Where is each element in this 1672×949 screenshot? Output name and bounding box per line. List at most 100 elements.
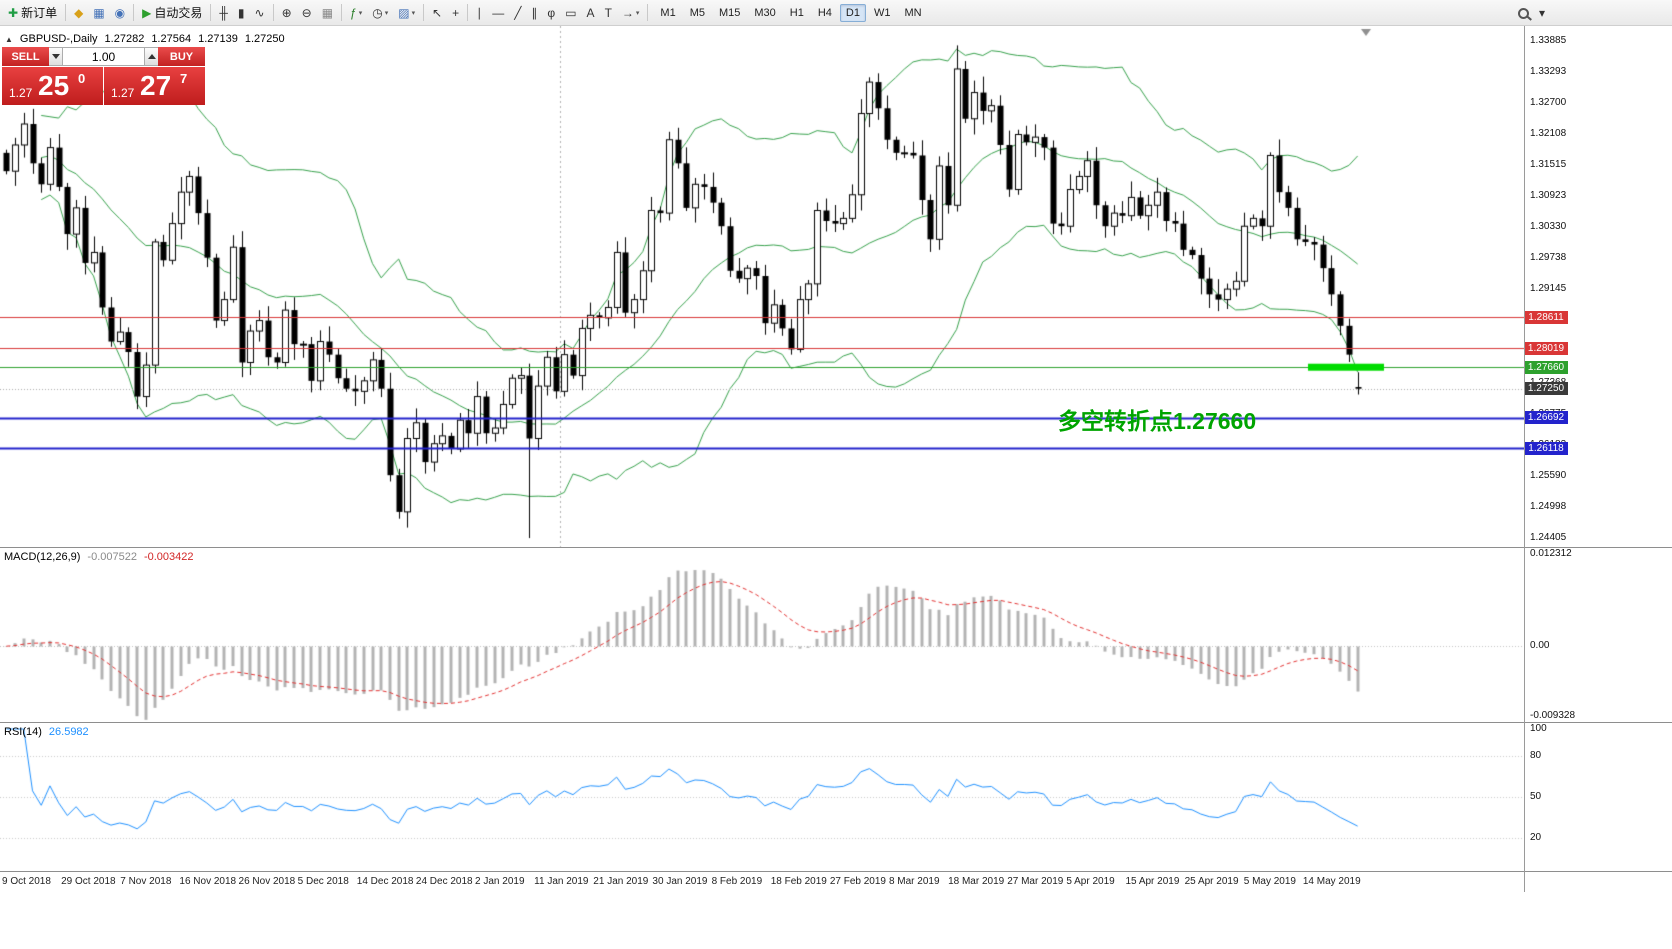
toolbar-timeframes: M1 M5 M15 M30 H1 H4 D1 W1 MN [653,3,928,22]
price-level-tag: 1.28611 [1524,310,1568,324]
price-axis-label: 1.33293 [1530,65,1567,77]
price-level-tag: 1.26118 [1524,441,1568,455]
chart-annotation[interactable]: 多空转折点1.27660 [1058,408,1257,434]
navigator-icon: ◉ [114,5,126,20]
toolbar-separator [341,4,343,21]
rsi-canvas[interactable] [0,723,1524,871]
macd-main-value: -0.007522 [87,551,137,563]
timeframe-mn[interactable]: MN [904,6,922,19]
trendline-button[interactable]: ╱ [509,1,526,25]
text-label-icon: T [604,5,612,20]
crosshair-button[interactable]: + [447,1,464,25]
price-axis-label: 1.25590 [1530,469,1567,481]
sell-button[interactable]: SELL [2,47,49,66]
timeframe-d1[interactable]: D1 [839,3,866,22]
zoom-in-button[interactable]: ⊕ [277,1,297,25]
price-chart-canvas[interactable] [0,26,1524,547]
buy-price-pips: 27 [140,70,172,101]
sell-price-button[interactable]: 1.27 25 0 [2,67,103,105]
toolbar-separator [272,4,274,21]
volume-down-button[interactable] [49,47,62,66]
templates-button[interactable]: ▨ ▾ [393,1,420,25]
timeframe-w1[interactable]: W1 [873,6,891,19]
symbol-search-button[interactable] [1513,1,1534,25]
time-axis-label: 18 Feb 2019 [770,876,827,887]
expand-toolbar-button[interactable]: ▾ [1534,1,1550,25]
pane-separator[interactable] [0,722,1672,723]
vertical-line-button[interactable]: ∣ [471,1,487,25]
shapes-button[interactable]: ▭ [560,1,581,25]
line-chart-button[interactable]: ∿ [250,1,270,25]
pane-separator[interactable] [0,547,1672,548]
zoom-out-icon: ⊖ [301,5,312,20]
timeframe-m30[interactable]: M30 [754,6,776,19]
time-axis[interactable]: 9 Oct 2018 29 Oct 2018 7 Nov 2018 16 Nov 20… [0,872,1672,894]
crosshair-icon: + [452,5,460,20]
time-axis-label: 2 Jan 2019 [475,876,525,887]
macd-canvas[interactable] [0,548,1524,722]
sell-price-pips: 25 [38,70,70,101]
collapse-one-click-arrow[interactable]: ▲ [5,34,13,44]
text-icon: A [586,5,595,20]
time-axis-label: 21 Jan 2019 [593,876,649,887]
macd-signal-value: -0.003422 [143,551,194,563]
rsi-pane: RSI(14) 26.5982 100 80 50 20 [0,723,1672,871]
text-button[interactable]: A [582,1,600,25]
price-axis-label: 1.32700 [1530,97,1567,109]
price-level-tag: 1.27660 [1524,360,1568,374]
zoom-in-icon: ⊕ [281,5,292,20]
indicators-button[interactable]: ƒ ▾ [345,1,367,25]
horizontal-line-button[interactable]: — [487,1,509,25]
timeframe-m5[interactable]: M5 [689,6,705,19]
time-axis-label: 14 Dec 2018 [356,876,414,887]
price-axis[interactable]: 1.33885 1.33293 1.32700 1.32108 1.31515 1.309… [1524,26,1672,547]
new-order-button[interactable]: ✚ 新订单 [3,1,62,25]
timeframe-m1[interactable]: M1 [660,6,676,19]
indicators-icon: ƒ [350,5,357,20]
volume-up-button[interactable] [145,47,158,66]
buy-button[interactable]: BUY [158,47,205,66]
periods-button[interactable]: ◷ ▾ [367,1,393,25]
time-axis-label: 7 Nov 2018 [120,876,172,887]
time-axis-label: 16 Nov 2018 [179,876,237,887]
text-label-button[interactable]: T [600,1,617,25]
buy-price-button[interactable]: 1.27 27 7 [104,67,205,105]
trendline-icon: ╱ [514,5,522,20]
channel-button[interactable]: ∥ [526,1,542,25]
arrows-button[interactable]: → ▾ [617,1,645,25]
rsi-axis-label: 100 [1530,723,1547,734]
price-level-tag: 1.28019 [1524,341,1568,355]
market-watch-icon: ◆ [74,5,84,20]
autotrading-button[interactable]: ▶ 自动交易 [137,1,207,25]
grid-button[interactable]: ▦ [317,1,338,25]
toolbar-separator [65,4,67,21]
time-axis-label: 8 Feb 2019 [711,876,763,887]
candlestick-chart-button[interactable]: ▮ [233,1,250,25]
navigator-button[interactable]: ◉ [110,1,130,25]
fibonacci-button[interactable]: φ [542,1,560,25]
price-axis-label: 1.32108 [1530,128,1567,140]
data-window-button[interactable]: ▦ [88,1,109,25]
timeframe-m15[interactable]: M15 [718,6,741,19]
timeframe-h1[interactable]: H1 [789,6,804,19]
macd-axis[interactable]: 0.012312 0.00 -0.009328 [1524,548,1672,722]
templates-icon: ▨ [398,5,410,20]
symbol-title: GBPUSD-,Daily [19,33,98,45]
time-axis-label: 11 Jan 2019 [534,876,589,887]
bar-chart-button[interactable]: ╫ [214,1,233,25]
timeframe-h4[interactable]: H4 [817,6,832,19]
rsi-axis[interactable]: 100 80 50 20 [1524,723,1672,871]
time-axis-label: 5 Dec 2018 [297,876,349,887]
toolbar-separator [647,4,649,21]
volume-input[interactable] [62,47,145,66]
price-axis-label: 1.31515 [1530,159,1567,171]
ohlc-open: 1.27282 [104,33,145,45]
pane-separator[interactable] [0,871,1672,872]
market-watch-button[interactable]: ◆ [69,1,88,25]
zoom-out-button[interactable]: ⊖ [297,1,317,25]
buy-price-point: 7 [180,71,188,86]
cursor-button[interactable]: ↖ [427,1,447,25]
time-axis-label: 27 Mar 2019 [1007,876,1064,887]
rsi-value: 26.5982 [48,726,89,738]
